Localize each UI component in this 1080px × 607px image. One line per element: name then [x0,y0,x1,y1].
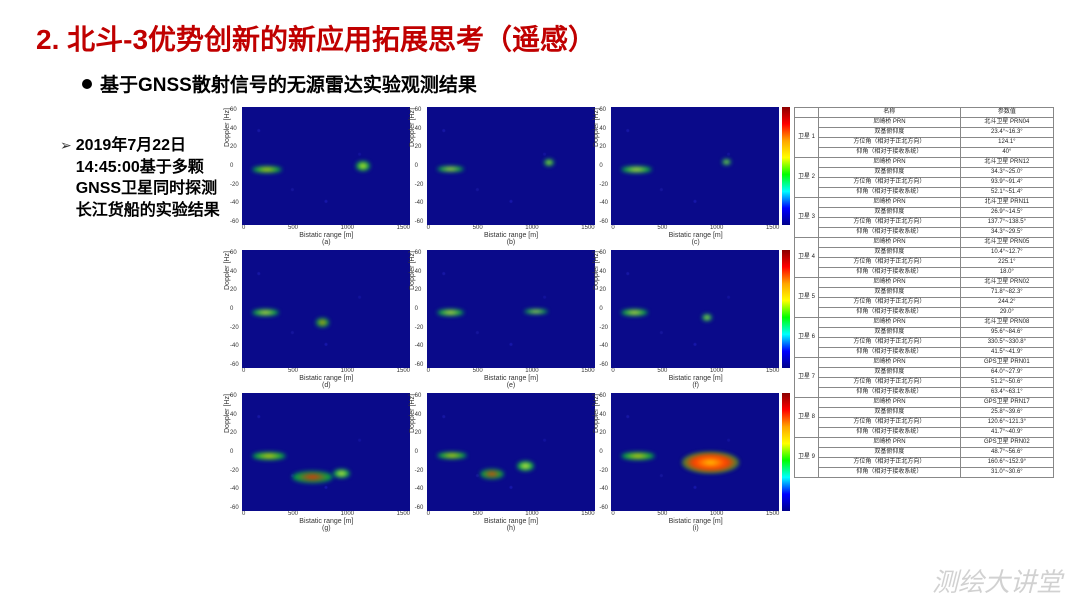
bullet-dot [82,79,92,89]
page-title: 2. 北斗-3优势创新的新应用拓展思考（遥感） [0,0,1080,70]
parameter-table-wrap: 名称参数值卫星 1尼崎桥 PRN北斗卫星 PRN04双基俯仰度23.4°~16.… [794,107,1054,532]
plot-grid: 6040200-20-40-60Doppler [Hz]050010001500… [228,107,788,532]
subtitle: 基于GNSS散射信号的无源雷达实验观测结果 [100,70,477,97]
body-row: ➢ 2019年7月22日14:45:00基于多颗GNSS卫星同时探测长江货船的实… [0,107,1080,532]
left-column: ➢ 2019年7月22日14:45:00基于多颗GNSS卫星同时探测长江货船的实… [60,107,228,532]
plot-cell: 6040200-20-40-60Doppler [Hz]050010001500… [413,250,596,389]
arrow-icon: ➢ [60,137,72,221]
plot-cell: 6040200-20-40-60Doppler [Hz]050010001500… [228,393,411,532]
parameter-table: 名称参数值卫星 1尼崎桥 PRN北斗卫星 PRN04双基俯仰度23.4°~16.… [794,107,1054,478]
plot-cell: 6040200-20-40-60Doppler [Hz]050010001500… [597,250,780,389]
plot-cell: 6040200-20-40-60Doppler [Hz]050010001500… [413,393,596,532]
subtitle-row: 基于GNSS散射信号的无源雷达实验观测结果 [0,70,1080,97]
description-text: 2019年7月22日14:45:00基于多颗GNSS卫星同时探测长江货船的实验结… [76,135,228,221]
plot-cell: 6040200-20-40-60Doppler [Hz]050010001500… [413,107,596,246]
plot-cell: 6040200-20-40-60Doppler [Hz]050010001500… [228,107,411,246]
watermark: 测绘大讲堂 [932,562,1062,599]
plot-cell: 6040200-20-40-60Doppler [Hz]050010001500… [597,393,780,532]
plot-cell: 6040200-20-40-60Doppler [Hz]050010001500… [597,107,780,246]
plot-cell: 6040200-20-40-60Doppler [Hz]050010001500… [228,250,411,389]
